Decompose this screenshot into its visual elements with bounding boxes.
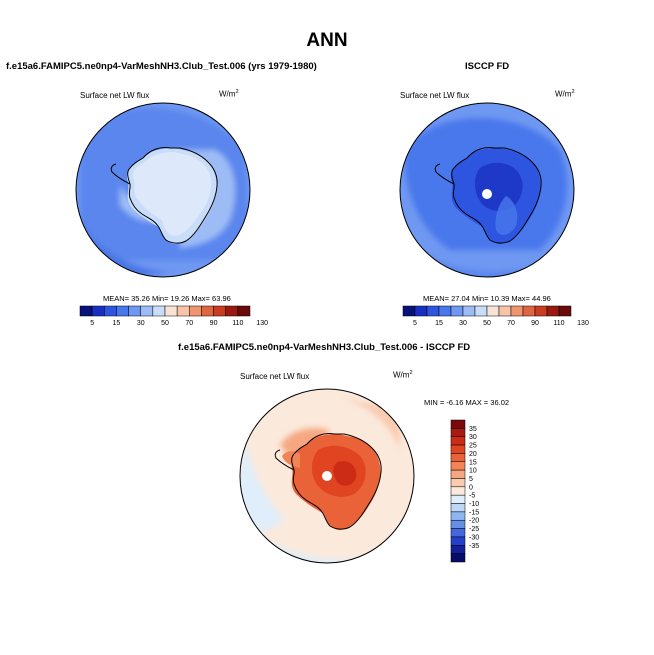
panel3-colorbar-swatch — [450, 519, 466, 529]
panel1-peninsula-coastline — [110, 163, 131, 185]
panel3-peninsula-coastline — [274, 449, 295, 471]
panel1-coastline — [127, 147, 218, 244]
panel3-units: W/m2 — [393, 370, 413, 380]
panel3-pole-hole — [322, 471, 332, 481]
panel3-colorbar-tick-label: 20 — [469, 451, 477, 458]
panel3-colorbar-swatch — [450, 469, 466, 479]
panel2-ice-field — [495, 196, 518, 235]
panel1-colorbar-tick-label: 15 — [113, 320, 121, 327]
panel1-colorbar-tick-label: 110 — [232, 320, 243, 327]
panel3-colorbar-tick-label: -35 — [469, 543, 479, 550]
panel2-colorbar-tick-label: 70 — [507, 320, 515, 327]
panel3-colorbar-tick-label: 5 — [469, 476, 473, 483]
panel1-stats: MEAN= 35.26 Min= 19.26 Max= 63.96 — [103, 294, 231, 303]
panel1-colorbar-tick-label: 70 — [185, 320, 193, 327]
panel1-colorbar-tick-label: 90 — [210, 320, 218, 327]
panel3-colorbar-swatch — [450, 444, 466, 454]
panel3-colorbar-tick-label: -30 — [469, 534, 479, 541]
panel2-variable-label: Surface net LW flux — [400, 91, 470, 100]
panel3-map-border — [239, 388, 415, 564]
panel2-coastline — [451, 147, 542, 244]
panel2-colorbar-tick-label: 5 — [413, 320, 417, 327]
panel3-colorbar-swatch — [450, 486, 466, 496]
panel1-units: W/m2 — [219, 89, 239, 99]
panel1-colorbar-tick-label: 5 — [90, 320, 94, 327]
panel2-colorbar-tick-label: 15 — [435, 320, 443, 327]
panel3-colorbar-tick-label: -20 — [469, 518, 479, 525]
panel3-colorbar-tick-label: 10 — [469, 468, 477, 475]
panel3-colorbar-tick-label: 25 — [469, 443, 477, 450]
panel2-map-border — [399, 102, 575, 278]
panel3-colorbar-tick-label: -5 — [469, 493, 475, 500]
panel2-colorbar-swatch — [558, 305, 572, 317]
panel3-colorbar-tick-label: -25 — [469, 526, 479, 533]
panel3-colorbar-swatch — [450, 545, 466, 554]
panel3-ice-field — [282, 451, 300, 468]
panel3-colorbar-tick-label: 15 — [469, 459, 477, 466]
panel3-colorbar-swatch — [450, 536, 466, 546]
panel3-colorbar-swatch — [450, 453, 466, 463]
panel3-variable-label: Surface net LW flux — [240, 372, 310, 381]
panel3-colorbar-tick-label: 30 — [469, 434, 477, 441]
panel3-colorbar-swatch — [450, 428, 466, 437]
panel1-map-border — [75, 102, 251, 278]
panel3-colorbar-swatch — [450, 419, 466, 429]
panel1-colorbar-tick-label: 50 — [161, 320, 169, 327]
panel3-colorbar-tick-label: -10 — [469, 501, 479, 508]
panel3-colorbar-swatch — [450, 436, 466, 446]
panel3-colorbar-tick-label: -15 — [469, 509, 479, 516]
panel3-colorbar-tick-label: 0 — [469, 484, 473, 491]
panel2-colorbar-tick-label: 30 — [459, 320, 467, 327]
panel1-title: f.e15a6.FAMIPC5.ne0np4-VarMeshNH3.Club_T… — [6, 61, 317, 72]
panel2-pole-hole — [482, 189, 492, 199]
panel2-peninsula-coastline — [434, 163, 455, 185]
panel1-colorbar-swatch — [237, 305, 251, 317]
panel2-stats: MEAN= 27.04 Min= 10.39 Max= 44.96 — [423, 294, 551, 303]
panel1-colorbar-tick-label: 30 — [137, 320, 145, 327]
panel3-colorbar-swatch — [450, 503, 466, 513]
panel2-colorbar-tick-label: 90 — [531, 320, 539, 327]
panel3-stats: MIN = -6.16 MAX = 36.02 — [424, 398, 510, 407]
panel1-colorbar-tick-label: 130 — [256, 320, 268, 327]
panel2-ice-field — [474, 162, 523, 212]
panel3-colorbar-tick-label: 35 — [469, 426, 477, 433]
page-title: ANN — [306, 30, 348, 51]
panel2-colorbar-tick-label: 130 — [577, 320, 589, 327]
panel3-colorbar-swatch — [450, 494, 466, 504]
panel3-colorbar-swatch — [450, 553, 466, 563]
panel1-field-blob — [120, 185, 175, 222]
panel3-ice-field — [333, 460, 357, 486]
panel3-colorbar-swatch — [450, 528, 466, 538]
panel3-colorbar-swatch — [450, 461, 466, 471]
panel3-colorbar-swatch — [450, 511, 466, 521]
panel3-coastline — [291, 433, 382, 530]
panel2-colorbar-tick-label: 50 — [483, 320, 491, 327]
panel1-variable-label: Surface net LW flux — [80, 91, 150, 100]
panel2-title: ISCCP FD — [465, 61, 510, 72]
panel3-colorbar-swatch — [450, 478, 466, 488]
panel3-title: f.e15a6.FAMIPC5.ne0np4-VarMeshNH3.Club_T… — [178, 342, 471, 353]
panel2-colorbar-tick-label: 110 — [553, 320, 564, 327]
panel1-ice-field — [132, 152, 212, 236]
panel2-units: W/m2 — [555, 89, 575, 99]
